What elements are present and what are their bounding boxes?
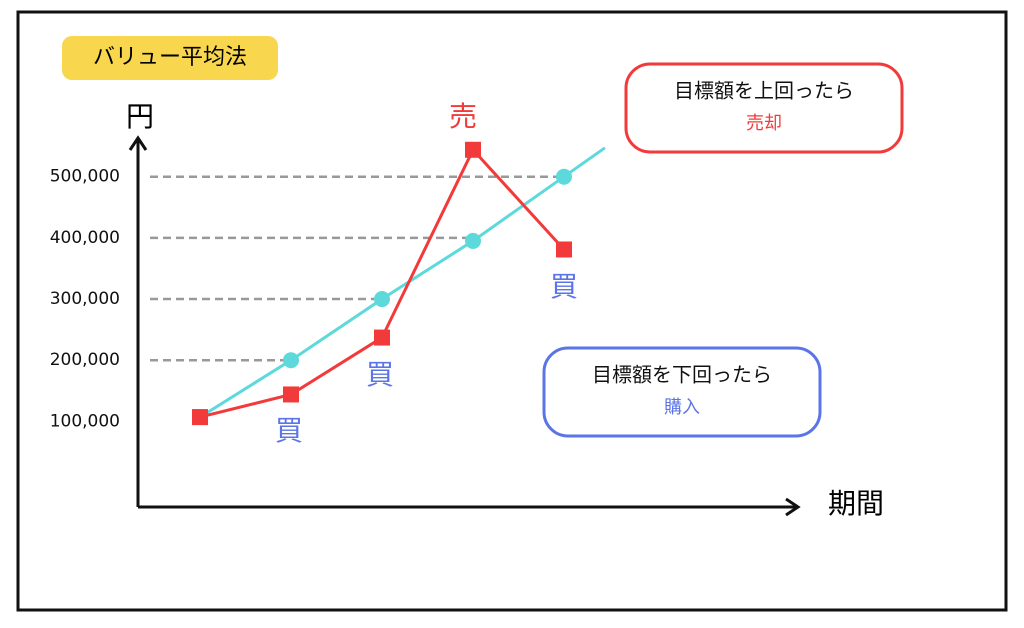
chart-title: バリュー平均法 [93,45,247,70]
y-axis-label: 円 [126,100,154,133]
x-axis-label: 期間 [828,487,884,520]
note-text: 売却 [746,113,782,134]
note-box [542,346,822,438]
y-tick-label: 100,000 [50,411,120,431]
title-badge [62,36,278,80]
point [192,409,208,426]
annotation: 売 [449,100,477,133]
note-text: 目標額を上回ったら [674,79,854,103]
y-tick-label: 500,000 [50,167,120,187]
y-tick-label: 200,000 [50,350,120,370]
note-buy: 目標額を下回ったら 購入 [542,346,822,438]
note-box [624,62,904,154]
note-text: 目標額を下回ったら [592,363,772,387]
point [283,386,299,403]
y-arrow [128,135,148,151]
y-tick-label: 400,000 [50,228,120,248]
point [374,291,390,308]
y-tick-label: 300,000 [50,289,120,309]
note-sell: 目標額を上回ったら 売却 [624,62,904,154]
x-arrow [785,497,801,517]
annotation: 買 [550,270,578,303]
note-text: 購入 [664,397,700,418]
annotation: 買 [275,414,303,447]
point [556,168,572,185]
point [465,232,481,249]
point [556,241,572,258]
annotation: 買 [366,358,394,391]
trend-extension [563,146,606,178]
point [283,352,299,369]
point [374,329,390,346]
point [465,141,481,158]
